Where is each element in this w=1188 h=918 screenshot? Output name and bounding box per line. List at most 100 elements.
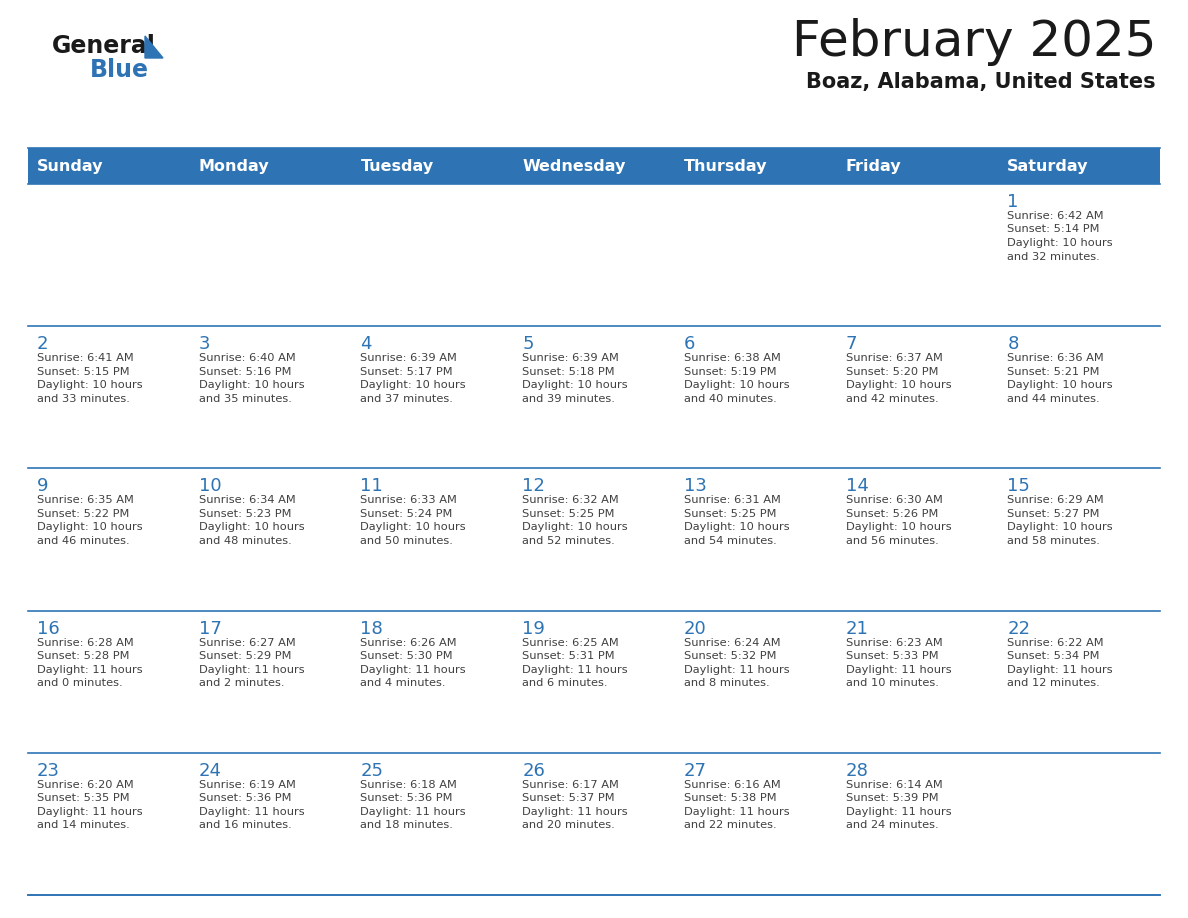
- Text: 15: 15: [1007, 477, 1030, 496]
- Text: Sunrise: 6:32 AM: Sunrise: 6:32 AM: [523, 496, 619, 506]
- Text: 20: 20: [684, 620, 707, 638]
- Text: 5: 5: [523, 335, 533, 353]
- Bar: [352, 610, 513, 753]
- Text: Sunset: 5:26 PM: Sunset: 5:26 PM: [846, 509, 939, 519]
- Text: Sunset: 5:19 PM: Sunset: 5:19 PM: [684, 366, 777, 376]
- Text: Monday: Monday: [198, 159, 270, 174]
- Bar: [29, 610, 190, 753]
- Text: Daylight: 11 hours: Daylight: 11 hours: [37, 665, 143, 675]
- Text: 21: 21: [846, 620, 868, 638]
- Bar: [836, 326, 998, 468]
- Text: Sunrise: 6:17 AM: Sunrise: 6:17 AM: [523, 779, 619, 789]
- Bar: [513, 468, 675, 610]
- Text: Sunset: 5:35 PM: Sunset: 5:35 PM: [37, 793, 129, 803]
- Text: Sunrise: 6:39 AM: Sunrise: 6:39 AM: [523, 353, 619, 364]
- Bar: [29, 148, 190, 184]
- Text: and 20 minutes.: and 20 minutes.: [523, 821, 615, 830]
- Text: Sunset: 5:25 PM: Sunset: 5:25 PM: [684, 509, 776, 519]
- Text: Daylight: 10 hours: Daylight: 10 hours: [198, 522, 304, 532]
- Text: Daylight: 11 hours: Daylight: 11 hours: [360, 665, 466, 675]
- Text: Sunrise: 6:14 AM: Sunrise: 6:14 AM: [846, 779, 942, 789]
- Text: 1: 1: [1007, 193, 1018, 211]
- Text: Sunset: 5:36 PM: Sunset: 5:36 PM: [360, 793, 453, 803]
- Text: Sunrise: 6:26 AM: Sunrise: 6:26 AM: [360, 638, 457, 647]
- Text: Daylight: 11 hours: Daylight: 11 hours: [846, 807, 952, 817]
- Text: Sunset: 5:14 PM: Sunset: 5:14 PM: [1007, 225, 1100, 234]
- Text: Sunset: 5:24 PM: Sunset: 5:24 PM: [360, 509, 453, 519]
- Text: 13: 13: [684, 477, 707, 496]
- Text: Daylight: 11 hours: Daylight: 11 hours: [198, 665, 304, 675]
- Text: Sunrise: 6:40 AM: Sunrise: 6:40 AM: [198, 353, 296, 364]
- Text: Daylight: 10 hours: Daylight: 10 hours: [1007, 522, 1113, 532]
- Bar: [998, 468, 1159, 610]
- Text: Sunday: Sunday: [37, 159, 103, 174]
- Bar: [836, 148, 998, 184]
- Text: 6: 6: [684, 335, 695, 353]
- Text: 4: 4: [360, 335, 372, 353]
- Text: and 33 minutes.: and 33 minutes.: [37, 394, 129, 404]
- Text: and 24 minutes.: and 24 minutes.: [846, 821, 939, 830]
- Text: Sunset: 5:31 PM: Sunset: 5:31 PM: [523, 651, 614, 661]
- Bar: [352, 184, 513, 326]
- Bar: [675, 326, 836, 468]
- Text: Sunset: 5:17 PM: Sunset: 5:17 PM: [360, 366, 453, 376]
- Text: 11: 11: [360, 477, 384, 496]
- Text: Daylight: 10 hours: Daylight: 10 hours: [1007, 238, 1113, 248]
- Text: and 40 minutes.: and 40 minutes.: [684, 394, 777, 404]
- Text: Daylight: 10 hours: Daylight: 10 hours: [360, 522, 466, 532]
- Text: and 46 minutes.: and 46 minutes.: [37, 536, 129, 546]
- Text: Sunrise: 6:36 AM: Sunrise: 6:36 AM: [1007, 353, 1104, 364]
- Text: and 52 minutes.: and 52 minutes.: [523, 536, 615, 546]
- Text: Sunset: 5:22 PM: Sunset: 5:22 PM: [37, 509, 129, 519]
- Text: Sunrise: 6:37 AM: Sunrise: 6:37 AM: [846, 353, 942, 364]
- Text: Tuesday: Tuesday: [360, 159, 434, 174]
- Text: Sunrise: 6:16 AM: Sunrise: 6:16 AM: [684, 779, 781, 789]
- Bar: [190, 610, 352, 753]
- Bar: [998, 148, 1159, 184]
- Text: 7: 7: [846, 335, 857, 353]
- Text: Daylight: 11 hours: Daylight: 11 hours: [523, 665, 627, 675]
- Text: Daylight: 10 hours: Daylight: 10 hours: [360, 380, 466, 390]
- Text: Sunrise: 6:18 AM: Sunrise: 6:18 AM: [360, 779, 457, 789]
- Text: and 8 minutes.: and 8 minutes.: [684, 678, 770, 688]
- Bar: [998, 184, 1159, 326]
- Bar: [513, 184, 675, 326]
- Text: and 50 minutes.: and 50 minutes.: [360, 536, 454, 546]
- Bar: [998, 610, 1159, 753]
- Text: Daylight: 10 hours: Daylight: 10 hours: [846, 522, 952, 532]
- Bar: [836, 753, 998, 895]
- Text: Daylight: 11 hours: Daylight: 11 hours: [684, 807, 790, 817]
- Text: Sunrise: 6:23 AM: Sunrise: 6:23 AM: [846, 638, 942, 647]
- Text: Sunset: 5:39 PM: Sunset: 5:39 PM: [846, 793, 939, 803]
- Text: Wednesday: Wednesday: [523, 159, 626, 174]
- Text: Blue: Blue: [90, 58, 148, 82]
- Text: 24: 24: [198, 762, 222, 779]
- Bar: [675, 610, 836, 753]
- Text: Daylight: 11 hours: Daylight: 11 hours: [198, 807, 304, 817]
- Bar: [836, 468, 998, 610]
- Text: 10: 10: [198, 477, 221, 496]
- Text: and 39 minutes.: and 39 minutes.: [523, 394, 615, 404]
- Text: Sunset: 5:29 PM: Sunset: 5:29 PM: [198, 651, 291, 661]
- Text: Sunset: 5:38 PM: Sunset: 5:38 PM: [684, 793, 777, 803]
- Bar: [998, 753, 1159, 895]
- Bar: [675, 148, 836, 184]
- Bar: [190, 148, 352, 184]
- Text: and 16 minutes.: and 16 minutes.: [198, 821, 291, 830]
- Bar: [29, 184, 190, 326]
- Text: Boaz, Alabama, United States: Boaz, Alabama, United States: [807, 72, 1156, 92]
- Text: 25: 25: [360, 762, 384, 779]
- Text: Sunrise: 6:29 AM: Sunrise: 6:29 AM: [1007, 496, 1104, 506]
- Bar: [352, 148, 513, 184]
- Bar: [29, 468, 190, 610]
- Text: Sunrise: 6:27 AM: Sunrise: 6:27 AM: [198, 638, 296, 647]
- Text: Sunrise: 6:30 AM: Sunrise: 6:30 AM: [846, 496, 942, 506]
- Text: and 54 minutes.: and 54 minutes.: [684, 536, 777, 546]
- Text: 22: 22: [1007, 620, 1030, 638]
- Text: Daylight: 10 hours: Daylight: 10 hours: [846, 380, 952, 390]
- Text: 9: 9: [37, 477, 49, 496]
- Text: Sunrise: 6:22 AM: Sunrise: 6:22 AM: [1007, 638, 1104, 647]
- Text: Sunrise: 6:20 AM: Sunrise: 6:20 AM: [37, 779, 134, 789]
- Text: and 32 minutes.: and 32 minutes.: [1007, 252, 1100, 262]
- Text: Sunset: 5:28 PM: Sunset: 5:28 PM: [37, 651, 129, 661]
